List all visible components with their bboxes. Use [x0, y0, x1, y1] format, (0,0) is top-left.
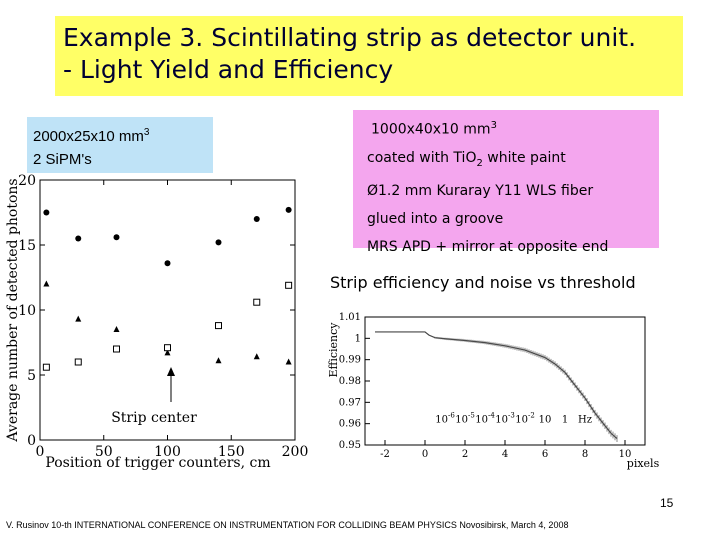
data-point-square — [253, 298, 261, 306]
efficiency-chart-ylabel: Efficiency — [327, 322, 340, 378]
data-point-triangle — [253, 353, 260, 360]
efficiency-chart-axes: -2 0 2 4 6 8 10 0.95 0.96 0.97 0.98 0.99 1 1.01 — [339, 312, 646, 460]
right-spec-groove: glued into a groove — [367, 211, 504, 228]
data-point-square — [285, 281, 293, 289]
data-point-triangle — [75, 315, 82, 322]
efficiency-chart-xlabel: pixels — [627, 457, 660, 470]
photons-chart-axes: 0 50 100 150 200 0 5 10 15 20 — [18, 173, 308, 460]
efficiency-chart-noise-labels: 10-6 10-5 10-4 10-3 10-2 10 1 Hz — [435, 412, 592, 426]
data-point-square — [215, 322, 222, 330]
data-point-square — [74, 358, 82, 366]
noise-rate-label: 10-3 — [495, 412, 515, 426]
x-tick-label: 2 — [462, 449, 468, 460]
x-tick-label: 6 — [542, 449, 548, 460]
photons-chart-marks — [42, 206, 293, 371]
photons-chart: 0 50 100 150 200 0 5 10 15 20 Average number of d… — [5, 173, 308, 471]
noise-rate-label: 10-6 — [435, 412, 455, 426]
y-tick-label: 0.97 — [339, 397, 361, 408]
noise-rate-label: 10 — [539, 415, 552, 426]
x-tick-label: 200 — [282, 444, 309, 460]
data-point-circle — [253, 216, 260, 222]
efficiency-chart-marks — [375, 331, 618, 443]
right-spec-fiber: Ø1.2 mm Kuraray Y11 WLS fiber — [367, 183, 594, 200]
photons-chart-ylabel: Average number of detected photons — [5, 178, 21, 442]
data-point-circle — [75, 235, 82, 242]
y-tick-label: 20 — [18, 173, 36, 189]
page-number: 15 — [660, 496, 674, 510]
x-tick-label: 100 — [154, 444, 181, 460]
footer-citation: V. Rusinov 10-th INTERNATIONAL CONFERENC… — [6, 520, 569, 530]
left-spec-dimensions: 2000x25x10 mm3 — [33, 127, 150, 145]
strip-efficiency-title: Strip efficiency and noise vs threshold — [330, 273, 636, 292]
y-tick-label: 0.96 — [339, 419, 361, 430]
right-spec-apd: MRS APD + mirror at opposite end — [367, 239, 609, 256]
data-point-square — [113, 345, 120, 353]
strip-center-arrowhead — [167, 367, 175, 376]
data-point-circle — [215, 239, 222, 246]
title-line-2: - Light Yield and Efficiency — [63, 55, 394, 84]
noise-rate-label: 1 — [562, 415, 568, 426]
y-tick-label: 0 — [27, 433, 36, 449]
x-tick-label: 150 — [218, 444, 245, 460]
title-line-1: Example 3. Scintillating strip as detect… — [63, 23, 637, 52]
photons-chart-xlabel: Position of trigger counters, cm — [45, 455, 270, 471]
data-point-square — [164, 344, 171, 352]
left-spec-sipm: 2 SiPM's — [33, 151, 92, 168]
y-tick-label: 1.01 — [339, 312, 361, 323]
data-point-triangle — [113, 326, 120, 332]
data-point-triangle — [164, 349, 171, 356]
noise-rate-label: Hz — [578, 415, 592, 426]
data-point-circle — [285, 206, 292, 213]
noise-rate-label: 10-2 — [515, 412, 535, 426]
data-point-circle — [113, 234, 120, 241]
x-tick-label: 8 — [582, 449, 588, 460]
photons-chart-annotation: Strip center — [111, 410, 197, 426]
left-spec-box: 2000x25x10 mm3 2 SiPM's — [27, 117, 213, 173]
right-spec-box: 1000x40x10 mm3 coated with TiO2 white pa… — [353, 110, 659, 255]
data-point-circle — [43, 209, 50, 216]
right-spec-coating: coated with TiO2 white paint — [367, 149, 566, 169]
data-point-triangle — [285, 358, 292, 365]
y-tick-label: 10 — [18, 303, 36, 319]
data-point-triangle — [215, 357, 222, 364]
x-tick-label: 4 — [502, 449, 508, 460]
data-point-triangle — [43, 280, 50, 287]
noise-rate-label: 10-4 — [475, 412, 495, 426]
data-point-square — [42, 363, 50, 371]
y-tick-label: 1 — [355, 333, 361, 344]
y-tick-label: 0.98 — [339, 376, 361, 387]
y-tick-label: 5 — [27, 368, 36, 384]
x-tick-label: 0 — [36, 444, 45, 460]
title-banner: Example 3. Scintillating strip as detect… — [55, 16, 683, 96]
data-point-circle — [164, 260, 171, 267]
x-tick-label: -2 — [380, 449, 390, 460]
y-tick-label: 15 — [18, 238, 36, 254]
noise-rate-label: 10-5 — [455, 412, 475, 426]
x-tick-label: 50 — [95, 444, 113, 460]
x-tick-label: 10 — [619, 449, 632, 460]
right-spec-dimensions: 1000x40x10 mm3 — [371, 120, 497, 138]
y-tick-label: 0.99 — [339, 355, 361, 366]
x-tick-label: 0 — [422, 449, 428, 460]
y-tick-label: 0.95 — [339, 440, 361, 451]
